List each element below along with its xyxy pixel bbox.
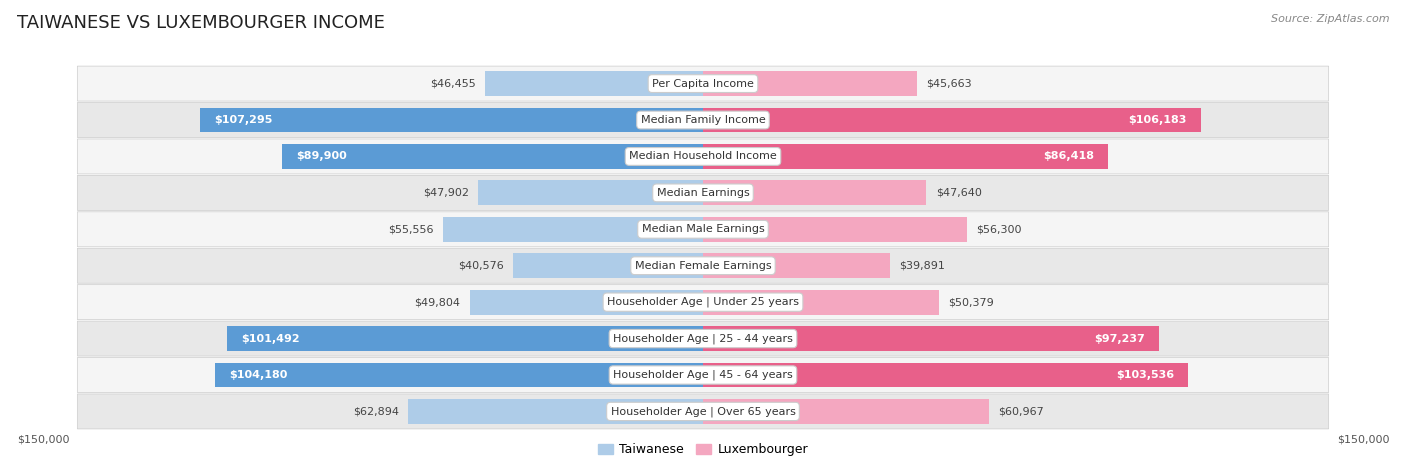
Bar (703, 217, 967, 242)
FancyBboxPatch shape (77, 103, 1329, 137)
Text: Householder Age | 45 - 64 years: Householder Age | 45 - 64 years (613, 370, 793, 380)
Bar (703, 326, 1159, 351)
Bar (703, 399, 988, 424)
Text: Median Family Income: Median Family Income (641, 115, 765, 125)
Text: $89,900: $89,900 (295, 151, 346, 162)
Text: $107,295: $107,295 (214, 115, 273, 125)
Text: $101,492: $101,492 (242, 333, 299, 344)
Text: $56,300: $56,300 (976, 224, 1022, 234)
Bar (703, 107, 1201, 133)
FancyBboxPatch shape (77, 139, 1329, 174)
Bar (443, 217, 703, 242)
Text: Median Female Earnings: Median Female Earnings (634, 261, 772, 271)
Bar (703, 362, 1188, 388)
Bar (703, 253, 890, 278)
Text: $55,556: $55,556 (388, 224, 433, 234)
Text: $150,000: $150,000 (1337, 434, 1389, 444)
Bar (485, 71, 703, 96)
Bar (703, 144, 1108, 169)
Text: $150,000: $150,000 (17, 434, 69, 444)
Text: TAIWANESE VS LUXEMBOURGER INCOME: TAIWANESE VS LUXEMBOURGER INCOME (17, 14, 385, 32)
Text: Householder Age | 25 - 44 years: Householder Age | 25 - 44 years (613, 333, 793, 344)
Text: Householder Age | Under 25 years: Householder Age | Under 25 years (607, 297, 799, 307)
Text: $86,418: $86,418 (1043, 151, 1094, 162)
Text: Median Earnings: Median Earnings (657, 188, 749, 198)
Text: $47,902: $47,902 (423, 188, 470, 198)
Bar (703, 290, 939, 315)
Text: $97,237: $97,237 (1094, 333, 1144, 344)
Text: $62,894: $62,894 (353, 406, 399, 417)
Bar (513, 253, 703, 278)
Text: $60,967: $60,967 (998, 406, 1043, 417)
Bar (215, 362, 703, 388)
Text: Per Capita Income: Per Capita Income (652, 78, 754, 89)
Bar (470, 290, 703, 315)
Text: $50,379: $50,379 (949, 297, 994, 307)
Text: $106,183: $106,183 (1128, 115, 1187, 125)
Bar (228, 326, 703, 351)
Text: Median Household Income: Median Household Income (628, 151, 778, 162)
Text: Householder Age | Over 65 years: Householder Age | Over 65 years (610, 406, 796, 417)
FancyBboxPatch shape (77, 285, 1329, 319)
FancyBboxPatch shape (77, 176, 1329, 210)
Text: $39,891: $39,891 (900, 261, 945, 271)
FancyBboxPatch shape (77, 321, 1329, 356)
Legend: Taiwanese, Luxembourger: Taiwanese, Luxembourger (598, 443, 808, 456)
FancyBboxPatch shape (77, 66, 1329, 101)
Bar (703, 180, 927, 205)
Text: $46,455: $46,455 (430, 78, 475, 89)
Bar (478, 180, 703, 205)
Text: $104,180: $104,180 (229, 370, 287, 380)
Text: Source: ZipAtlas.com: Source: ZipAtlas.com (1271, 14, 1389, 24)
Bar (703, 71, 917, 96)
Text: $40,576: $40,576 (458, 261, 503, 271)
Bar (408, 399, 703, 424)
Text: Median Male Earnings: Median Male Earnings (641, 224, 765, 234)
FancyBboxPatch shape (77, 248, 1329, 283)
Text: $47,640: $47,640 (935, 188, 981, 198)
Text: $49,804: $49,804 (415, 297, 460, 307)
Text: $103,536: $103,536 (1116, 370, 1174, 380)
FancyBboxPatch shape (77, 394, 1329, 429)
FancyBboxPatch shape (77, 358, 1329, 392)
Bar (200, 107, 703, 133)
Bar (281, 144, 703, 169)
FancyBboxPatch shape (77, 212, 1329, 247)
Text: $45,663: $45,663 (927, 78, 972, 89)
